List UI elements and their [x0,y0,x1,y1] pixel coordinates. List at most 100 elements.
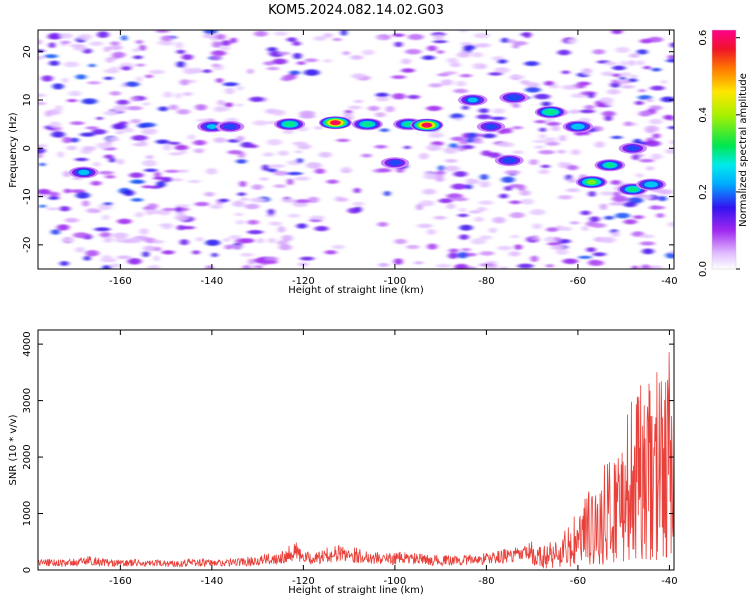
heatmap-speckle-cell [83,255,91,261]
heatmap-speckle-cell [277,240,288,246]
heatmap-speckle-cell [215,33,226,40]
heatmap-speckle-cell [102,214,110,221]
y-tick-label: 10 [22,94,33,107]
heatmap-speckle-cell [46,207,59,211]
heatmap-speckle-cell [281,234,293,242]
heatmap-speckle-cell [121,35,128,41]
heatmap-speckle-cell [437,50,444,54]
heatmap-speckle-cell [497,59,508,64]
heatmap-speckle-cell [278,51,291,56]
heatmap-speckle-cell [582,225,589,232]
heatmap-speckle-cell [546,121,561,126]
heatmap-speckle-cell [669,140,674,145]
heatmap-speckle-cell [195,104,207,111]
heatmap-speckle-cell [534,93,551,100]
heatmap-speckle-cell [611,135,623,139]
heatmap-speckle-cell [458,50,470,58]
heatmap-speckle-cell [257,238,264,244]
heatmap-speckle-cell [110,41,120,46]
heatmap-speckle-cell [240,252,254,257]
heatmap-speckle-cell [268,168,278,173]
heatmap-speckle-cell [437,73,450,77]
heatmap-speckle-cell [61,77,69,84]
heatmap-speckle-cell [145,74,153,79]
heatmap-speckle-cell [639,158,655,163]
heatmap-speckle-cell [216,106,230,112]
colorbar-frame [711,29,737,270]
heatmap-speckle-cell [428,83,443,88]
heatmap-speckle-cell [463,44,476,51]
heatmap-speckle-cell [105,57,115,63]
heatmap-speckle-cell [239,180,247,188]
heatmap-speckle-cell [273,184,286,189]
heatmap-speckle-cell [448,248,459,253]
heatmap-speckle-cell [667,126,674,130]
heatmap-speckle-cell [467,132,478,139]
heatmap-speckle-cell [96,116,103,120]
heatmap-speckle-cell [136,63,146,67]
heatmap-speckle-cell [354,206,362,213]
heatmap-speckle-cell [103,236,113,243]
heatmap-speckle-cell [314,168,326,174]
heatmap-speckle-cell [282,129,294,134]
heatmap-speckle-cell [524,61,539,67]
heatmap-speckle-cell [417,223,433,229]
heatmap-speckle-cell [75,74,87,80]
heatmap-speckle-cell [267,208,275,216]
heatmap-speckle-cell [446,203,456,210]
heatmap-speckle-cell [151,240,164,244]
heatmap-speckle-cell [650,85,665,91]
heatmap-speckle-cell [479,235,493,240]
colorbar-tick-label: 0.2 [698,184,709,200]
heatmap-speckle-cell [39,162,46,167]
heatmap-speckle-cell [427,243,438,250]
heatmap-speckle-cell [559,135,566,142]
heatmap-speckle-cell [70,189,86,194]
heatmap-speckle-cell [153,255,160,262]
heatmap-speckle-cell [126,237,143,243]
heatmap-speckle-cell [142,159,157,167]
heatmap-speckle-cell [419,200,435,207]
y-tick-label: 0 [22,567,33,573]
heatmap-feature-contour [626,145,640,152]
heatmap-speckle-cell [68,90,82,97]
heatmap-speckle-cell [313,36,327,41]
x-tick-label: -60 [570,576,586,587]
heatmap-speckle-cell [101,255,113,262]
heatmap-speckle-cell [262,164,270,171]
heatmap-speckle-cell [587,92,595,99]
heatmap-speckle-cell [236,135,245,142]
heatmap-speckle-cell [292,141,308,146]
heatmap-speckle-cell [413,261,424,265]
heatmap-speckle-cell [147,203,158,209]
heatmap-speckle-cell [592,49,605,55]
heatmap-speckle-cell [612,191,621,197]
heatmap-speckle-cell [38,188,51,195]
heatmap-speckle-cell [211,252,218,258]
heatmap-speckle-cell [112,123,127,130]
heatmap-speckle-cell [269,164,286,169]
heatmap-speckle-cell [636,60,645,66]
heatmap-speckle-cell [131,96,139,102]
heatmap-speckle-cell [179,79,190,86]
heatmap-speckle-cell [48,32,62,40]
heatmap-speckle-cell [104,68,120,74]
heatmap-speckle-cell [592,252,607,257]
heatmap-speckle-cell [504,127,513,134]
heatmap-speckle-cell [454,263,469,269]
heatmap-speckle-cell [531,235,539,241]
heatmap-speckle-cell [640,38,653,44]
heatmap-speckle-cell [490,116,506,121]
heatmap-speckle-cell [126,106,143,111]
heatmap-speckle-cell [108,157,116,163]
heatmap-speckle-cell [578,255,592,259]
heatmap-speckle-cell [509,212,525,219]
heatmap-speckle-cell [116,255,132,260]
heatmap-speckle-cell [75,157,88,162]
heatmap-speckle-cell [401,58,411,65]
heatmap-speckle-cell [453,88,468,94]
heatmap-feature-contour [484,123,498,130]
colorbar-tick-label: 0.4 [698,107,709,123]
heatmap-speckle-cell [656,213,665,218]
heatmap-speckle-cell [99,232,112,238]
